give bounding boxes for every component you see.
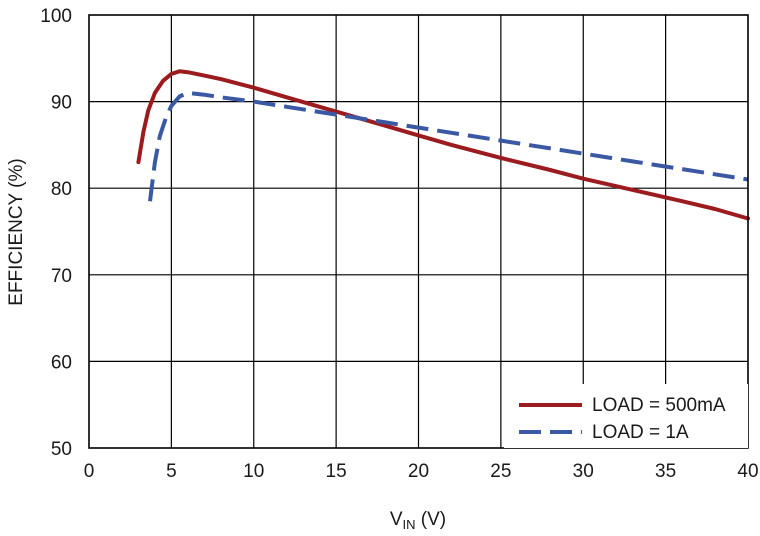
grid [89,15,748,448]
y-tick-label-50: 50 [51,439,72,460]
series-line-1 [148,90,749,202]
legend-label-1a: LOAD = 1A [592,422,689,443]
series-layer [136,69,750,221]
x-tick-label-20: 20 [408,461,429,482]
y-tick-label-100: 100 [40,6,72,27]
x-tick-label-0: 0 [84,461,95,482]
x-axis-title-sub: IN [403,517,416,532]
y-tick-label-80: 80 [51,179,72,200]
y-tick-label-90: 90 [51,93,72,114]
y-tick-label-60: 60 [51,352,72,373]
legend-background [504,384,748,448]
x-axis-title: VIN (V) [390,509,446,532]
y-axis-title: EFFICIENCY (%) [6,158,27,305]
y-tick-label-70: 70 [51,266,72,287]
x-tick-label-30: 30 [573,461,594,482]
x-axis-title-main: V [390,509,403,530]
x-tick-label-5: 5 [166,461,177,482]
plot-frame [88,14,749,449]
series-line-0 [136,69,750,221]
x-axis-title-unit: (V) [416,509,447,530]
tick-labels: 0 5 10 15 20 25 30 35 40 50 60 70 80 90 100 [40,6,758,482]
x-tick-label-35: 35 [655,461,676,482]
x-tick-label-15: 15 [326,461,347,482]
legend-label-500ma: LOAD = 500mA [592,395,726,416]
x-tick-label-10: 10 [243,461,264,482]
legend: LOAD = 500mA LOAD = 1A [504,384,748,448]
x-tick-label-40: 40 [737,461,758,482]
x-tick-label-25: 25 [490,461,511,482]
